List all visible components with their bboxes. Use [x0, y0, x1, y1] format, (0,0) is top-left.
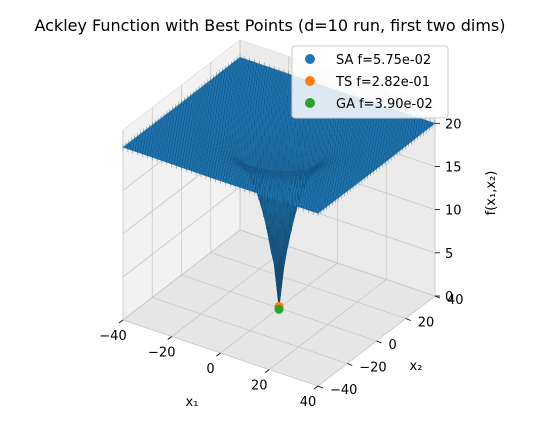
y-tick-mark: [376, 340, 382, 344]
x-tick-mark: [118, 319, 124, 324]
x-tick-label: 0: [206, 362, 214, 377]
x-tick-label: −20: [148, 346, 175, 361]
y-tick-label: −40: [330, 383, 357, 398]
x-tick-label: 20: [251, 379, 268, 394]
y-tick-mark: [347, 363, 353, 366]
y-tick-mark: [317, 385, 324, 389]
y-tick-label: 0: [389, 338, 397, 353]
x-tick-mark: [216, 352, 221, 357]
x-tick-label: 40: [300, 395, 317, 410]
legend-label: TS f=2.82e-01: [335, 75, 430, 90]
legend-marker: [305, 54, 315, 64]
legend-label: GA f=3.90e-02: [336, 97, 433, 112]
z-tick-label: 0: [445, 290, 453, 305]
best-point-marker: [274, 304, 284, 314]
y-tick-label: 20: [418, 316, 435, 331]
z-tick-label: 5: [445, 247, 453, 262]
y-tick-label: −20: [359, 361, 386, 376]
ackley-surface: [122, 54, 436, 309]
x-tick-mark: [313, 385, 319, 390]
legend: SA f=5.75e-02 TS f=2.82e-01 GA f=3.90e-02: [291, 45, 449, 119]
legend-label: SA f=5.75e-02: [336, 53, 431, 68]
grid-line-y-floor: [210, 252, 406, 319]
grid-line-z-left: [122, 186, 241, 278]
x-axis-label: x₁: [186, 395, 199, 410]
legend-marker: [305, 98, 315, 108]
y-axis-label: x₂: [410, 359, 423, 374]
x-tick-mark: [265, 369, 270, 373]
y-tick-label: 40: [447, 293, 464, 308]
legend-marker: [305, 76, 315, 86]
z-tick-label: 10: [445, 204, 462, 219]
z-tick-label: 20: [445, 117, 462, 132]
y-tick-mark: [405, 318, 411, 321]
grid-line-z-left: [122, 229, 241, 321]
x-tick-mark: [167, 336, 172, 340]
x-tick-label: −40: [99, 329, 126, 344]
grid-line-y-floor: [152, 297, 348, 364]
best-points: [274, 301, 284, 314]
z-tick-label: 15: [445, 160, 462, 175]
z-axis-label: f(x₁,x₂): [484, 171, 499, 216]
chart-title: Ackley Function with Best Points (d=10 r…: [34, 16, 505, 35]
legend-box: [291, 45, 449, 119]
